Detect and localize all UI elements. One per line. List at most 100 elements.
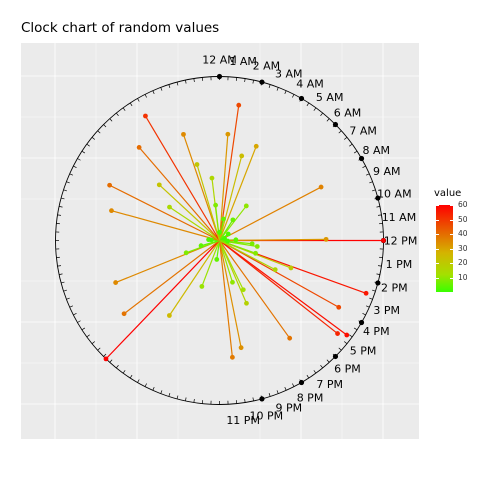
value-point bbox=[240, 287, 246, 293]
clock-tick bbox=[244, 398, 246, 403]
value-segment bbox=[218, 134, 229, 241]
value-point bbox=[156, 182, 162, 188]
hour-label: 11 AM bbox=[382, 211, 417, 224]
clock-tick bbox=[160, 87, 163, 91]
clock-tick bbox=[137, 98, 140, 102]
value-point bbox=[209, 175, 215, 181]
clock-tick bbox=[116, 365, 119, 369]
value-point bbox=[239, 153, 245, 159]
clock-tick bbox=[268, 84, 271, 88]
clock-tick bbox=[152, 386, 155, 391]
clock-tick bbox=[376, 273, 380, 275]
hour-label: 3 AM bbox=[275, 67, 303, 80]
value-segment bbox=[218, 219, 234, 241]
hour-label: 8 PM bbox=[297, 391, 324, 404]
clock-tick bbox=[362, 165, 366, 168]
value-point bbox=[181, 131, 186, 137]
clock-tick bbox=[73, 165, 77, 168]
value-point bbox=[109, 208, 114, 214]
clock-tick bbox=[284, 386, 287, 391]
value-point bbox=[136, 144, 142, 150]
clock-tick bbox=[252, 80, 254, 84]
clock-tick bbox=[326, 118, 330, 122]
legend-tick-mark bbox=[436, 277, 439, 279]
clock-tick bbox=[59, 273, 63, 275]
clock-tick bbox=[91, 137, 95, 140]
clock-tick bbox=[365, 173, 370, 176]
clock-tick bbox=[160, 390, 163, 394]
value-point bbox=[198, 243, 204, 249]
color-legend: value 10 20 30 40 50 60 bbox=[434, 188, 480, 298]
value-point bbox=[217, 229, 222, 235]
clock-tick bbox=[353, 150, 358, 154]
hour-dot bbox=[358, 319, 365, 326]
value-segment bbox=[201, 240, 221, 287]
hour-label: 7 PM bbox=[316, 378, 343, 391]
hour-label: 11 PM bbox=[226, 414, 260, 427]
value-point bbox=[222, 236, 227, 241]
clock-tick bbox=[338, 130, 342, 134]
hour-label: 9 PM bbox=[275, 402, 302, 415]
legend-tick-label: 10 bbox=[458, 272, 468, 282]
hour-dot bbox=[298, 95, 305, 102]
value-segment bbox=[218, 146, 257, 241]
value-segment bbox=[218, 240, 234, 283]
clock-tick bbox=[77, 320, 81, 323]
value-segment bbox=[138, 146, 220, 241]
value-point bbox=[335, 331, 340, 336]
clock-tick bbox=[81, 150, 86, 154]
clock-tick bbox=[284, 90, 287, 95]
clock-tick bbox=[97, 347, 101, 351]
clock-tick bbox=[103, 124, 107, 128]
clock-tick bbox=[376, 206, 380, 208]
value-segment bbox=[219, 239, 340, 308]
clock-tick bbox=[268, 393, 271, 397]
hour-label: 6 AM bbox=[334, 107, 362, 120]
value-segment bbox=[169, 206, 220, 241]
value-point bbox=[225, 231, 231, 237]
clock-tick bbox=[144, 383, 147, 387]
value-segment bbox=[105, 240, 220, 360]
hour-label: 4 AM bbox=[296, 78, 324, 91]
value-point bbox=[236, 102, 242, 108]
hour-label: 4 PM bbox=[363, 325, 390, 338]
value-point bbox=[272, 267, 278, 273]
value-segment bbox=[219, 239, 276, 271]
value-point bbox=[381, 238, 386, 243]
value-point bbox=[243, 203, 249, 209]
clock-tick bbox=[73, 313, 77, 316]
clock-tick bbox=[91, 341, 95, 344]
clock-tick bbox=[369, 297, 373, 300]
hour-label: 3 PM bbox=[373, 304, 400, 317]
clock-tick bbox=[109, 359, 113, 363]
clock-tick bbox=[63, 189, 67, 192]
value-segment bbox=[219, 240, 348, 336]
legend-tick-label: 30 bbox=[458, 243, 468, 253]
legend-tick-mark bbox=[436, 248, 439, 250]
value-point bbox=[199, 284, 205, 289]
hour-label: 2 PM bbox=[381, 281, 408, 294]
clock-tick bbox=[338, 347, 342, 351]
hour-labels: 12 AM1 AM2 AM3 AM4 AM5 AM 6 AM 7 AM 8 AM 9 A… bbox=[202, 54, 417, 427]
clock-tick bbox=[320, 112, 323, 116]
value-point bbox=[344, 332, 350, 338]
value-point bbox=[230, 217, 236, 223]
value-segment bbox=[123, 240, 220, 315]
hour-label: 8 AM bbox=[362, 144, 390, 157]
clock-tick bbox=[69, 305, 74, 308]
value-point bbox=[213, 202, 219, 208]
value-segment bbox=[218, 240, 248, 304]
value-segment bbox=[196, 164, 221, 241]
value-segment bbox=[182, 134, 221, 241]
clock-tick bbox=[313, 370, 317, 374]
value-segment bbox=[218, 240, 242, 348]
value-segment bbox=[216, 240, 221, 260]
clock-tick bbox=[185, 80, 187, 84]
value-point bbox=[230, 279, 235, 285]
clock-tick bbox=[306, 374, 310, 379]
clock-tick bbox=[377, 265, 382, 267]
clock-tick bbox=[109, 118, 113, 122]
clock-tick bbox=[349, 143, 353, 147]
value-point bbox=[121, 311, 127, 317]
legend-tick-mark bbox=[450, 263, 453, 264]
